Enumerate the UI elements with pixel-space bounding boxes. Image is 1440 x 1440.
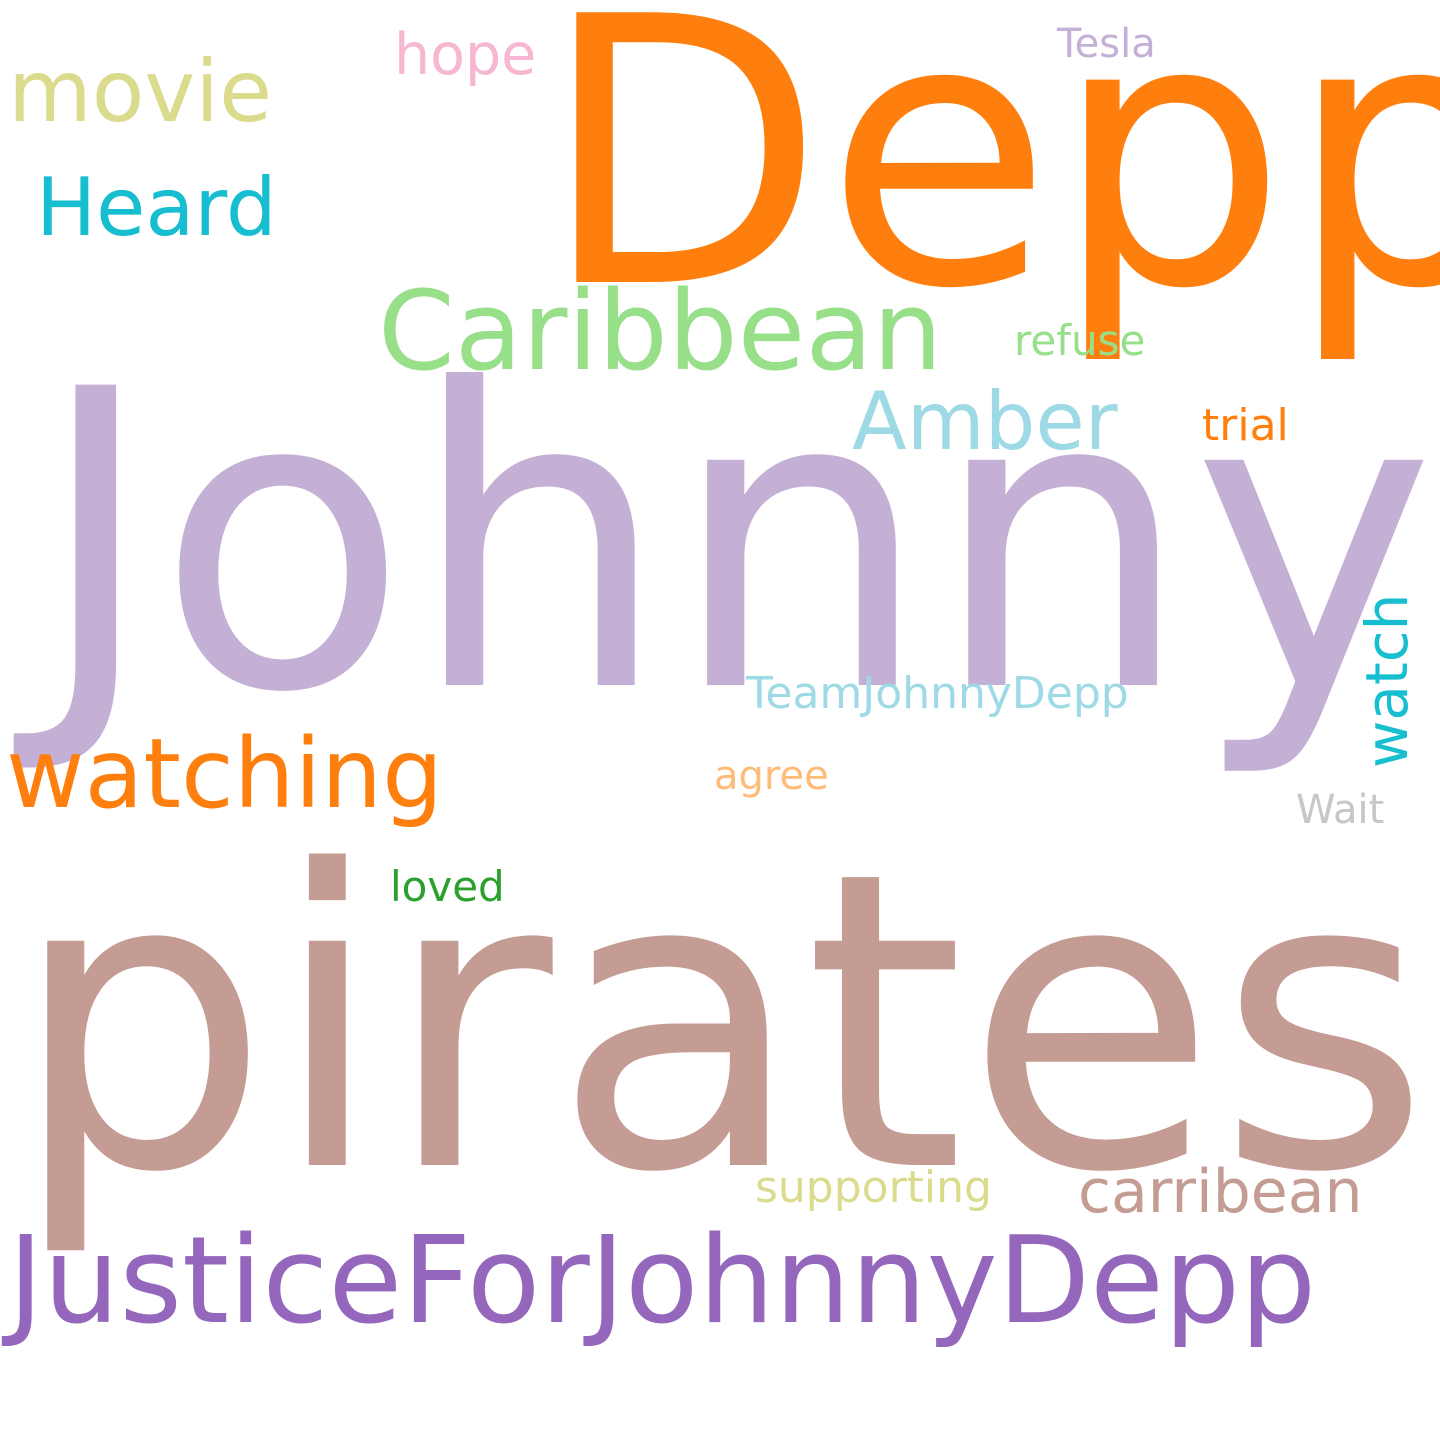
word-refuse: refuse <box>1014 316 1146 365</box>
word-watch: watch <box>1353 593 1421 768</box>
word-wait: Wait <box>1296 787 1385 833</box>
word-supporting: supporting <box>755 1162 992 1213</box>
word-depp: Depp <box>540 0 1440 370</box>
word-teamjohnnydepp: TeamJohnnyDepp <box>746 668 1129 719</box>
word-pirates: pirates <box>10 784 1431 1262</box>
word-caribbean: Caribbean <box>378 267 943 395</box>
word-johnny: Johnny <box>35 304 1436 783</box>
word-justiceforjohnnydepp: JusticeForJohnnyDepp <box>8 1212 1317 1351</box>
word-amber: Amber <box>852 375 1118 468</box>
word-movie: movie <box>8 42 273 142</box>
word-agree: agree <box>714 753 829 799</box>
word-carribean: carribean <box>1078 1157 1363 1227</box>
word-hope: hope <box>394 22 537 88</box>
word-watching: watching <box>6 718 444 830</box>
word-trial: trial <box>1202 400 1289 451</box>
word-tesla: Tesla <box>1057 21 1156 67</box>
word-loved: loved <box>390 862 505 911</box>
word-heard: Heard <box>36 161 277 254</box>
